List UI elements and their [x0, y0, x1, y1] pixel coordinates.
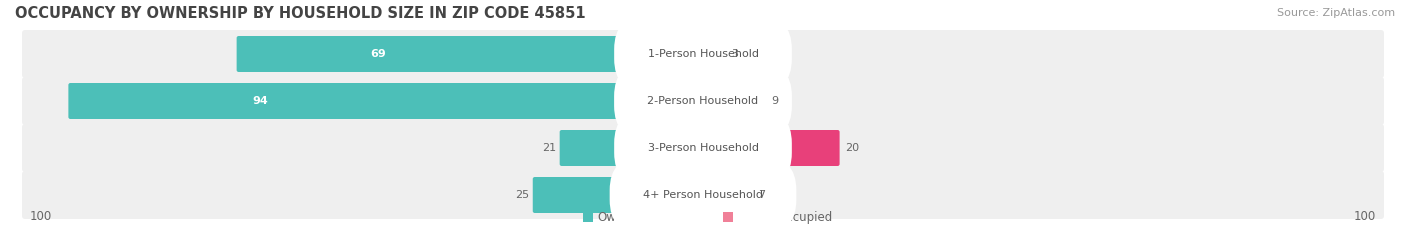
Text: 7: 7 — [758, 190, 765, 200]
Text: 20: 20 — [845, 143, 859, 153]
Text: 21: 21 — [543, 143, 557, 153]
FancyBboxPatch shape — [69, 83, 704, 119]
FancyBboxPatch shape — [583, 212, 593, 222]
FancyBboxPatch shape — [723, 212, 733, 222]
Text: 25: 25 — [516, 190, 530, 200]
Text: 9: 9 — [772, 96, 779, 106]
FancyBboxPatch shape — [560, 130, 704, 166]
Text: 1-Person Household: 1-Person Household — [648, 49, 758, 59]
Text: Source: ZipAtlas.com: Source: ZipAtlas.com — [1277, 8, 1395, 18]
FancyBboxPatch shape — [22, 124, 1384, 172]
Text: 4+ Person Household: 4+ Person Household — [643, 190, 763, 200]
FancyBboxPatch shape — [236, 36, 704, 72]
Text: 100: 100 — [1354, 210, 1376, 223]
FancyBboxPatch shape — [22, 77, 1384, 125]
FancyBboxPatch shape — [22, 171, 1384, 219]
FancyBboxPatch shape — [702, 130, 839, 166]
Text: Owner-occupied: Owner-occupied — [598, 210, 693, 223]
FancyBboxPatch shape — [702, 36, 725, 72]
Text: 2-Person Household: 2-Person Household — [647, 96, 759, 106]
FancyBboxPatch shape — [702, 177, 752, 213]
FancyBboxPatch shape — [22, 30, 1384, 78]
Text: 100: 100 — [30, 210, 52, 223]
Text: OCCUPANCY BY OWNERSHIP BY HOUSEHOLD SIZE IN ZIP CODE 45851: OCCUPANCY BY OWNERSHIP BY HOUSEHOLD SIZE… — [15, 6, 586, 21]
FancyBboxPatch shape — [702, 83, 766, 119]
Text: 69: 69 — [370, 49, 385, 59]
FancyBboxPatch shape — [533, 177, 704, 213]
Text: 3-Person Household: 3-Person Household — [648, 143, 758, 153]
Text: 3: 3 — [731, 49, 738, 59]
Text: Renter-occupied: Renter-occupied — [737, 210, 834, 223]
Text: 94: 94 — [252, 96, 269, 106]
